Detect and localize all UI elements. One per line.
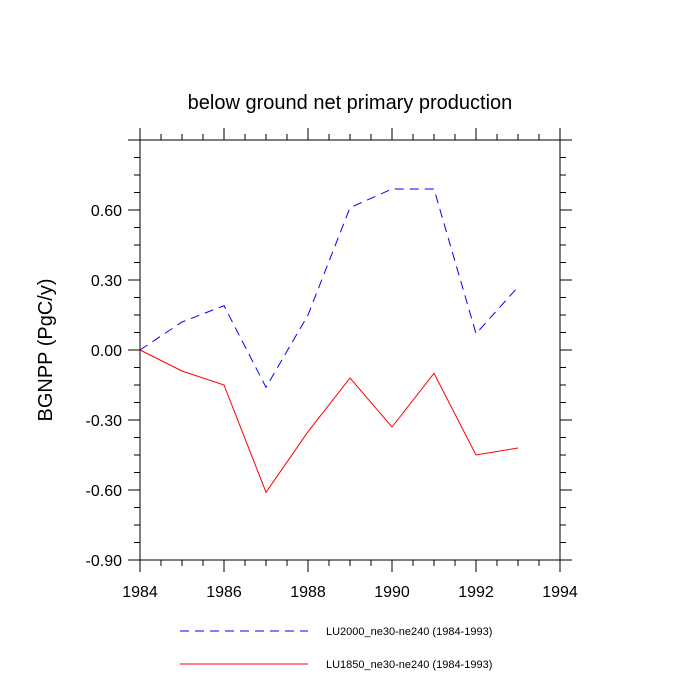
x-tick-label: 1984 — [122, 584, 158, 601]
plot-frame — [139, 139, 561, 561]
y-tick-label: -0.60 — [86, 483, 123, 500]
chart-title: below ground net primary production — [188, 92, 513, 114]
y-tick-label: 0.00 — [91, 343, 122, 360]
y-axis-label: BGNPP (PgC/y) — [35, 279, 57, 422]
y-tick-label: 0.30 — [91, 273, 122, 290]
series-line-lu1850 — [139, 349, 519, 494]
y-tick-label: -0.90 — [86, 553, 123, 570]
legend-label: LU1850_ne30-ne240 (1984-1993) — [326, 659, 492, 671]
legend-label: LU2000_ne30-ne240 (1984-1993) — [326, 626, 492, 638]
x-tick-label: 1992 — [458, 584, 494, 601]
y-tick-label: -0.30 — [86, 413, 123, 430]
series-layer — [139, 188, 519, 494]
tick-labels: 1984 1986 1988 1990 1992 1994 -0.90 -0.60 -0.30 0… — [86, 203, 578, 601]
x-tick-label: 1990 — [374, 584, 410, 601]
series-line-lu2000 — [139, 188, 519, 389]
x-tick-label: 1986 — [206, 584, 242, 601]
x-tick-label: 1988 — [290, 584, 326, 601]
legend: LU2000_ne30-ne240 (1984-1993) LU1850_ne30… — [180, 626, 492, 671]
y-tick-label: 0.60 — [91, 203, 122, 220]
ticks — [128, 128, 572, 572]
x-tick-label: 1994 — [542, 584, 578, 601]
